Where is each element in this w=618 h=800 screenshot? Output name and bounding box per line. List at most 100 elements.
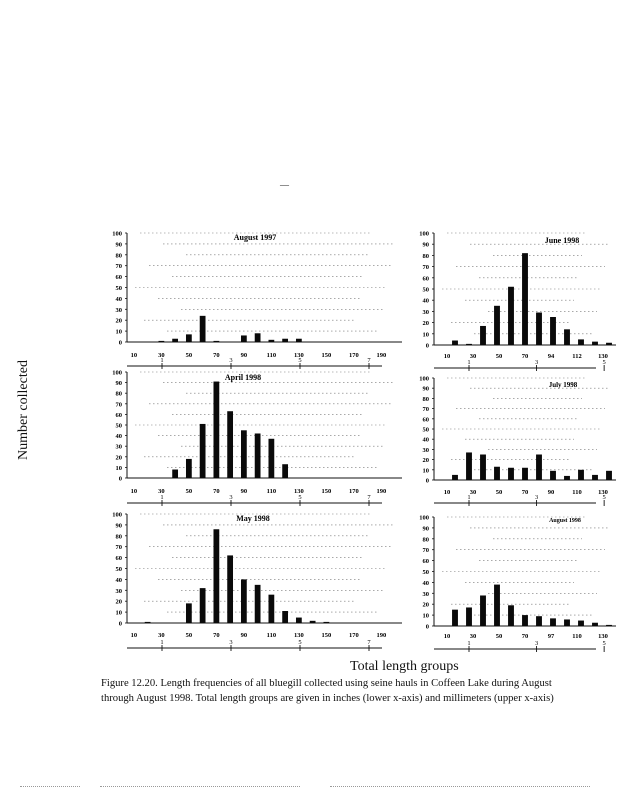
bar: [466, 343, 472, 345]
bar: [282, 338, 289, 342]
mm-tick-label: 130: [294, 352, 304, 359]
bar: [158, 340, 165, 342]
mm-tick-label: 150: [322, 488, 332, 495]
mm-tick-label: 50: [496, 353, 503, 360]
y-tick-label: 70: [423, 547, 430, 554]
inch-tick-label: 3: [535, 494, 538, 501]
bar: [564, 475, 570, 480]
mm-tick-label: 94: [548, 353, 555, 360]
mm-tick-label: 190: [377, 352, 387, 359]
bar: [480, 325, 486, 345]
bar: [213, 381, 220, 478]
inch-tick-label: 7: [367, 494, 371, 501]
inch-tick-label: 3: [229, 494, 232, 501]
inch-tick-label: 3: [229, 639, 232, 646]
bar: [522, 467, 528, 480]
mm-tick-label: 10: [444, 489, 451, 496]
mm-tick-label: 190: [377, 488, 387, 495]
y-tick-label: 30: [423, 309, 430, 316]
y-tick-label: 20: [116, 599, 123, 606]
bar: [199, 315, 206, 342]
mm-tick-label: 110: [267, 352, 276, 359]
bar: [466, 607, 472, 626]
bar: [550, 618, 556, 626]
mm-tick-label: 90: [241, 632, 248, 639]
inch-tick-label: 3: [535, 640, 538, 647]
mm-tick-label: 10: [444, 353, 451, 360]
y-tick-label: 10: [116, 465, 123, 472]
mm-tick-label: 50: [186, 488, 193, 495]
y-tick-label: 40: [423, 298, 430, 305]
y-tick-label: 20: [423, 602, 430, 609]
y-tick-label: 60: [116, 412, 123, 419]
bar: [564, 619, 570, 626]
bar: [606, 624, 612, 626]
inch-tick-label: 3: [229, 357, 232, 364]
y-tick-label: 90: [116, 522, 123, 529]
bar: [508, 286, 514, 345]
y-tick-label: 60: [423, 558, 430, 565]
y-tick-label: 60: [423, 275, 430, 282]
bar: [480, 454, 486, 480]
y-tick-label: 10: [423, 467, 430, 474]
mm-tick-label: 130: [598, 633, 608, 640]
mm-tick-label: 150: [322, 352, 332, 359]
y-tick-label: 70: [116, 263, 123, 270]
bar: [592, 341, 598, 345]
y-tick-label: 10: [423, 331, 430, 338]
y-tick-label: 90: [116, 241, 123, 248]
y-tick-label: 80: [116, 252, 123, 259]
scan-noise: [20, 786, 80, 788]
y-tick-label: 100: [112, 231, 122, 238]
y-tick-label: 100: [419, 515, 429, 522]
y-tick-label: 40: [116, 433, 123, 440]
mm-tick-label: 90: [548, 489, 555, 496]
bar: [536, 312, 542, 345]
y-tick-label: 30: [423, 447, 430, 454]
bar: [282, 464, 289, 478]
y-tick-label: 60: [116, 555, 123, 562]
y-tick-label: 100: [419, 231, 429, 238]
inch-tick-label: 3: [535, 359, 538, 366]
mm-tick-label: 30: [470, 489, 477, 496]
mm-tick-label: 97: [548, 633, 555, 640]
bar: [309, 620, 316, 623]
bar: [452, 609, 458, 626]
bar: [522, 615, 528, 626]
y-tick-label: 0: [119, 476, 122, 483]
bar: [227, 555, 234, 623]
mm-tick-label: 50: [186, 632, 193, 639]
y-tick-label: 70: [116, 401, 123, 408]
bar: [172, 469, 179, 478]
bar: [494, 305, 500, 345]
inch-tick-label: 1: [467, 359, 470, 366]
y-tick-label: 50: [423, 427, 430, 434]
bar: [268, 339, 275, 342]
bar: [536, 454, 542, 480]
bar: [578, 620, 584, 626]
bar: [213, 340, 220, 342]
y-tick-label: 50: [116, 285, 123, 292]
bar: [282, 611, 289, 623]
bar: [466, 452, 472, 480]
mm-tick-label: 130: [598, 489, 608, 496]
bar: [227, 411, 234, 478]
bar: [199, 588, 206, 623]
bar: [494, 466, 500, 480]
mm-tick-label: 30: [158, 488, 165, 495]
bar: [144, 621, 151, 623]
mm-tick-label: 170: [349, 488, 359, 495]
y-tick-label: 70: [423, 406, 430, 413]
y-tick-label: 90: [116, 380, 123, 387]
inch-tick-label: 1: [467, 640, 470, 647]
y-tick-label: 40: [423, 437, 430, 444]
bar: [240, 579, 247, 623]
bar: [213, 529, 220, 623]
y-tick-label: 30: [116, 444, 123, 451]
mm-tick-label: 70: [522, 489, 529, 496]
mm-tick-label: 10: [131, 352, 138, 359]
mm-tick-label: 110: [267, 632, 276, 639]
y-tick-label: 10: [116, 610, 123, 617]
bar: [592, 622, 598, 626]
inch-tick-label: 5: [603, 494, 606, 501]
